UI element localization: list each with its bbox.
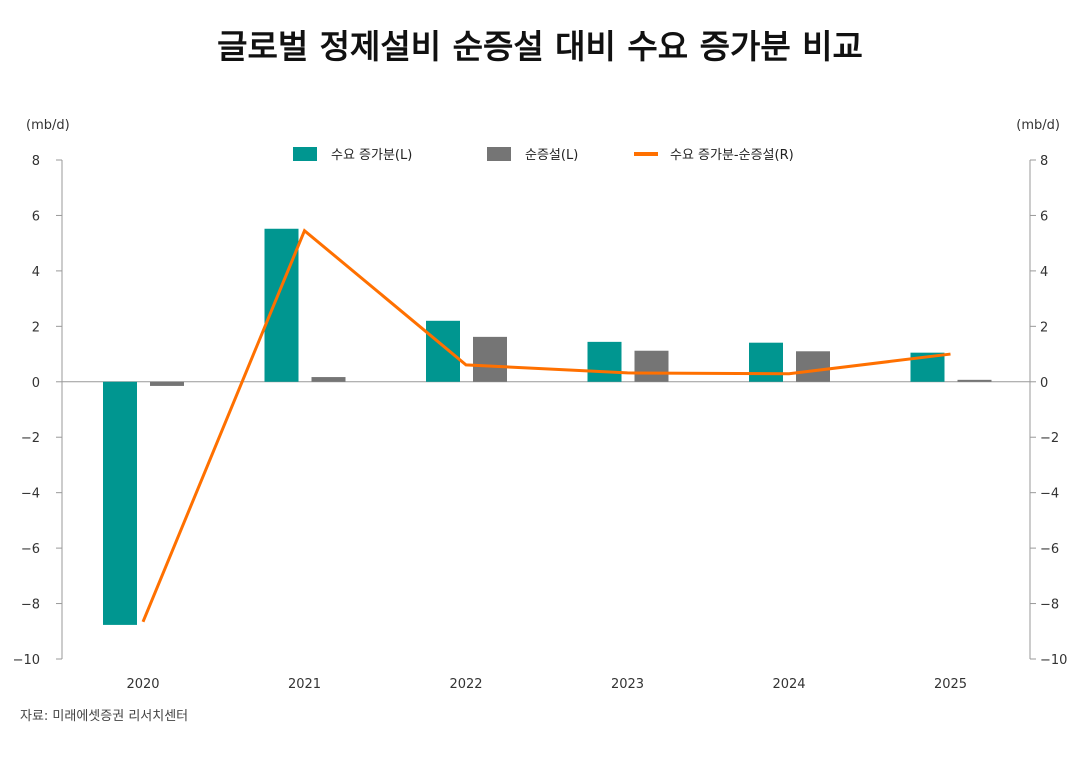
chart-title: 글로벌 정제설비 순증설 대비 수요 증가분 비교 [217,27,863,66]
y-tick-label-right: −10 [1040,653,1067,668]
line-demand-minus-capacity [141,228,951,623]
y-axis-left-unit: (mb/d) [26,118,70,133]
x-tick-label: 2020 [126,677,159,692]
bar-net-capacity [473,336,507,382]
y-tick-label-left: 4 [32,265,40,280]
y-tick-label-left: −10 [13,653,40,668]
y-tick-label-right: 0 [1040,376,1048,391]
bar-net-capacity [796,351,830,382]
bar-demand-increase [103,381,137,625]
y-tick-label-right: 4 [1040,265,1048,280]
y-tick-label-left: −8 [21,598,40,613]
bar-net-capacity [957,379,992,382]
y-tick-label-left: 6 [32,209,40,224]
y-tick-label-left: 0 [32,376,40,391]
source-note: 자료: 미래에셋증권 리서치센터 [20,709,188,724]
legend-swatch [487,147,511,161]
y-tick-label-left: −2 [21,431,40,446]
bar-net-capacity [634,350,669,382]
x-tick-label: 2021 [288,677,321,692]
bar-net-capacity [311,377,346,382]
y-tick-label-left: 2 [32,320,40,335]
legend-swatch [293,147,317,161]
axes: 8 8 6 6 4 4 2 2 0 0 −2 −2 −4 −4 −6 −6 −8 −8 −10 −10 [13,154,1068,668]
line-series [141,228,951,623]
y-tick-label-right: 6 [1040,209,1048,224]
legend-label: 수요 증가분-순증설(R) [670,148,794,163]
legend-label: 수요 증가분(L) [331,148,412,163]
x-tick-label: 2024 [772,677,805,692]
y-tick-label-right: −8 [1040,598,1059,613]
x-axis-labels: 2020 2021 2022 2023 2024 2025 [126,677,967,692]
bars [103,228,992,625]
bar-demand-increase [587,341,622,382]
legend-label: 순증설(L) [525,148,578,163]
x-tick-label: 2022 [449,677,482,692]
y-tick-label-left: −6 [21,542,40,557]
y-tick-label-right: −2 [1040,431,1059,446]
x-tick-label: 2025 [934,677,967,692]
bar-demand-increase [749,342,783,382]
legend-swatch [634,152,658,156]
legend: 수요 증가분(L) 순증설(L) 수요 증가분-순증설(R) [293,147,794,163]
bar-demand-increase [426,320,460,382]
bar-demand-increase [264,228,299,382]
x-tick-label: 2023 [611,677,644,692]
bar-net-capacity [150,381,184,386]
y-tick-label-right: 8 [1040,154,1048,169]
y-tick-label-right: 2 [1040,320,1048,335]
y-tick-label-right: −4 [1040,487,1059,502]
y-axis-right-unit: (mb/d) [1016,118,1060,133]
y-tick-label-left: −4 [21,487,40,502]
y-tick-label-right: −6 [1040,542,1059,557]
y-tick-label-left: 8 [32,154,40,169]
